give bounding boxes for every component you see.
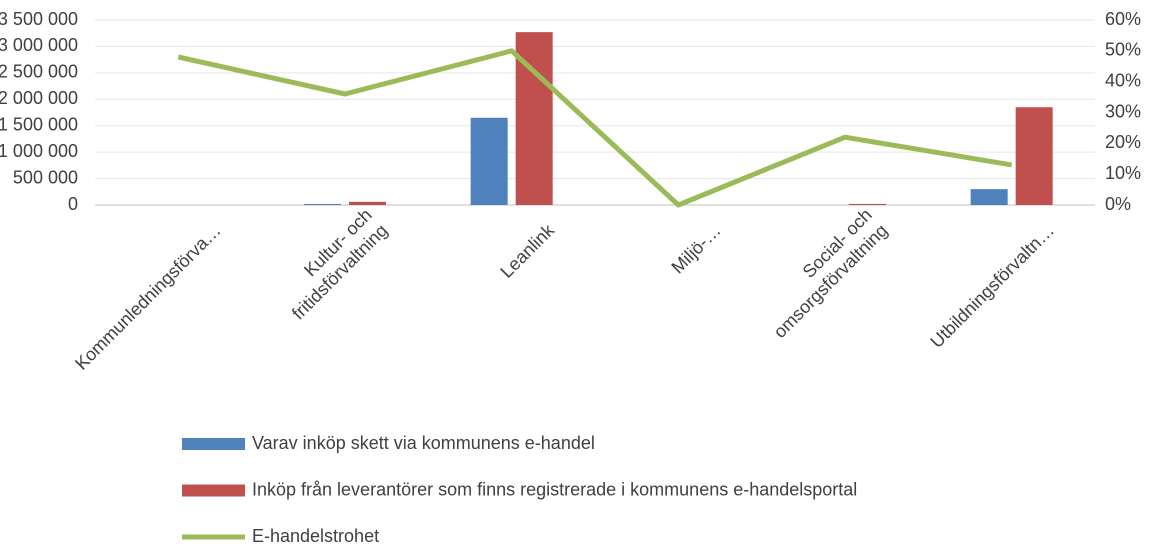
legend-swatch: [182, 484, 245, 497]
y2-tick-label: 20%: [1105, 132, 1141, 152]
y2-tick-label: 30%: [1105, 101, 1141, 121]
x-tick-label: Utbildningsförvaltn…: [926, 220, 1058, 352]
y-tick-label: 0: [68, 194, 78, 214]
x-tick-label: Miljö-…: [667, 220, 724, 277]
y-tick-label: 3 000 000: [0, 35, 78, 55]
y-tick-label: 1 500 000: [0, 114, 78, 134]
bar: [849, 203, 886, 205]
x-tick-label: Kommunledningsförva…: [71, 220, 225, 374]
bar: [1015, 107, 1053, 205]
line: [177, 48, 1013, 208]
bar: [470, 117, 508, 205]
y-tick-label: 2 000 000: [0, 88, 78, 108]
bar: [349, 201, 386, 205]
y2-tick-label: 0%: [1105, 194, 1131, 214]
y2-tick-label: 40%: [1105, 70, 1141, 90]
x-tick-label: Leanlink: [496, 219, 558, 281]
y2-tick-label: 50%: [1105, 40, 1141, 60]
bar: [970, 189, 1008, 205]
legend-label: Inköp från leverantörer som finns regist…: [252, 479, 857, 499]
y-tick-label: 500 000: [13, 167, 78, 187]
legend-label: E-handelstrohet: [252, 526, 379, 544]
legend-label: Varav inköp skett via kommunens e-handel: [252, 433, 595, 453]
y2-tick-label: 10%: [1105, 163, 1141, 183]
y-tick-label: 1 000 000: [0, 141, 78, 161]
legend-swatch: [182, 438, 245, 450]
x-tick-label: Social- ochomsorgsförvaltning: [754, 204, 891, 341]
y2-tick-label: 60%: [1105, 9, 1141, 29]
y-tick-label: 3 500 000: [0, 9, 78, 29]
x-tick-label: Kultur- ochfritidsförvaltning: [272, 204, 391, 323]
y-tick-label: 2 500 000: [0, 62, 78, 82]
bar: [304, 203, 341, 205]
